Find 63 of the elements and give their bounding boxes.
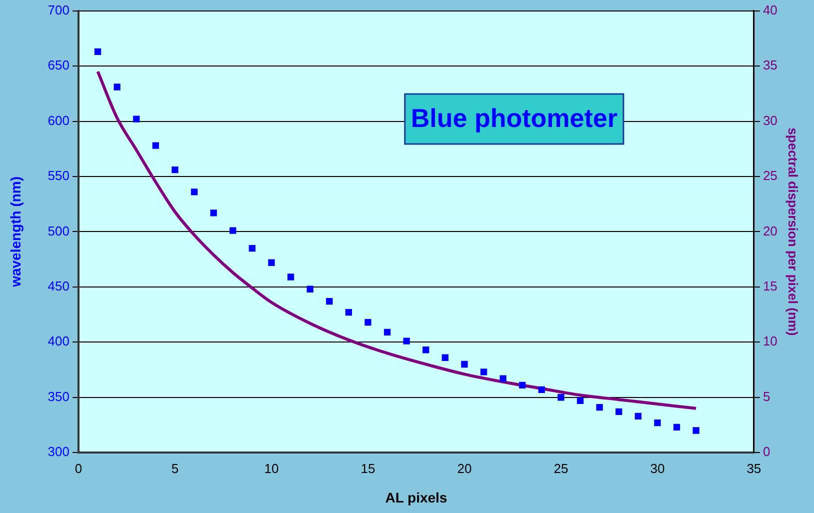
point: [210, 210, 217, 216]
y2-tick-label: 20: [762, 223, 778, 238]
y-tick-label: 700: [48, 2, 70, 18]
point: [558, 394, 564, 401]
point: [576, 397, 584, 404]
point: [94, 48, 102, 55]
y2-tick-label: 5: [762, 388, 770, 404]
point: [364, 318, 372, 326]
point: [673, 424, 680, 431]
y-tick-label: 650: [48, 58, 70, 73]
y2-tick-label: 15: [762, 278, 778, 294]
x-tick-label: 25: [554, 460, 568, 476]
point: [268, 259, 275, 266]
y-tick-label: 500: [48, 223, 70, 238]
point: [422, 346, 430, 354]
y-tick-label: 350: [48, 388, 70, 404]
x-tick-label: 5: [171, 460, 179, 476]
point: [287, 274, 294, 280]
y2-tick-label: 25: [762, 168, 778, 184]
y2-tick-label: 0: [762, 444, 770, 460]
y2-tick-label: 40: [762, 2, 778, 18]
x-tick-label: 20: [457, 460, 472, 476]
x-tick-label: 30: [650, 460, 665, 476]
point: [345, 309, 352, 316]
x-tick-label: 0: [74, 460, 82, 476]
y-tick-label: 400: [48, 334, 70, 349]
point: [654, 419, 661, 426]
point: [538, 386, 545, 393]
point: [616, 408, 622, 416]
point: [326, 298, 333, 305]
point: [133, 116, 140, 122]
point: [384, 328, 391, 336]
point: [596, 404, 603, 411]
point: [248, 244, 256, 252]
y2-tick-label: 30: [762, 112, 778, 128]
line-series: [96, 70, 698, 410]
point: [403, 338, 410, 344]
point: [152, 142, 160, 149]
point: [172, 166, 178, 174]
y2-axis-title: spectral dispersion per pixel (nm): [786, 128, 801, 336]
point: [519, 382, 526, 389]
point: [114, 84, 120, 90]
x-axis-title: AL pixels: [385, 489, 448, 506]
y-axis-title: wavelength (nm): [7, 176, 24, 288]
y-tick-label: 450: [48, 278, 70, 294]
x-tick-label: 15: [360, 460, 376, 476]
point: [634, 412, 642, 420]
point: [500, 375, 506, 382]
y2-tick-label: 35: [762, 58, 778, 73]
point: [306, 286, 314, 292]
point: [190, 188, 198, 196]
x-tick-label: 10: [264, 460, 279, 476]
point: [442, 354, 448, 361]
text: Blue photometer: [410, 103, 618, 134]
point: [692, 427, 700, 434]
y-tick-label: 300: [48, 444, 70, 460]
point: [461, 360, 468, 368]
y2-tick-label: 10: [762, 334, 778, 349]
x-tick-label: 35: [746, 460, 762, 476]
y-tick-label: 600: [48, 112, 70, 128]
point: [230, 227, 236, 234]
y-tick-label: 550: [48, 168, 70, 184]
point: [480, 368, 488, 376]
